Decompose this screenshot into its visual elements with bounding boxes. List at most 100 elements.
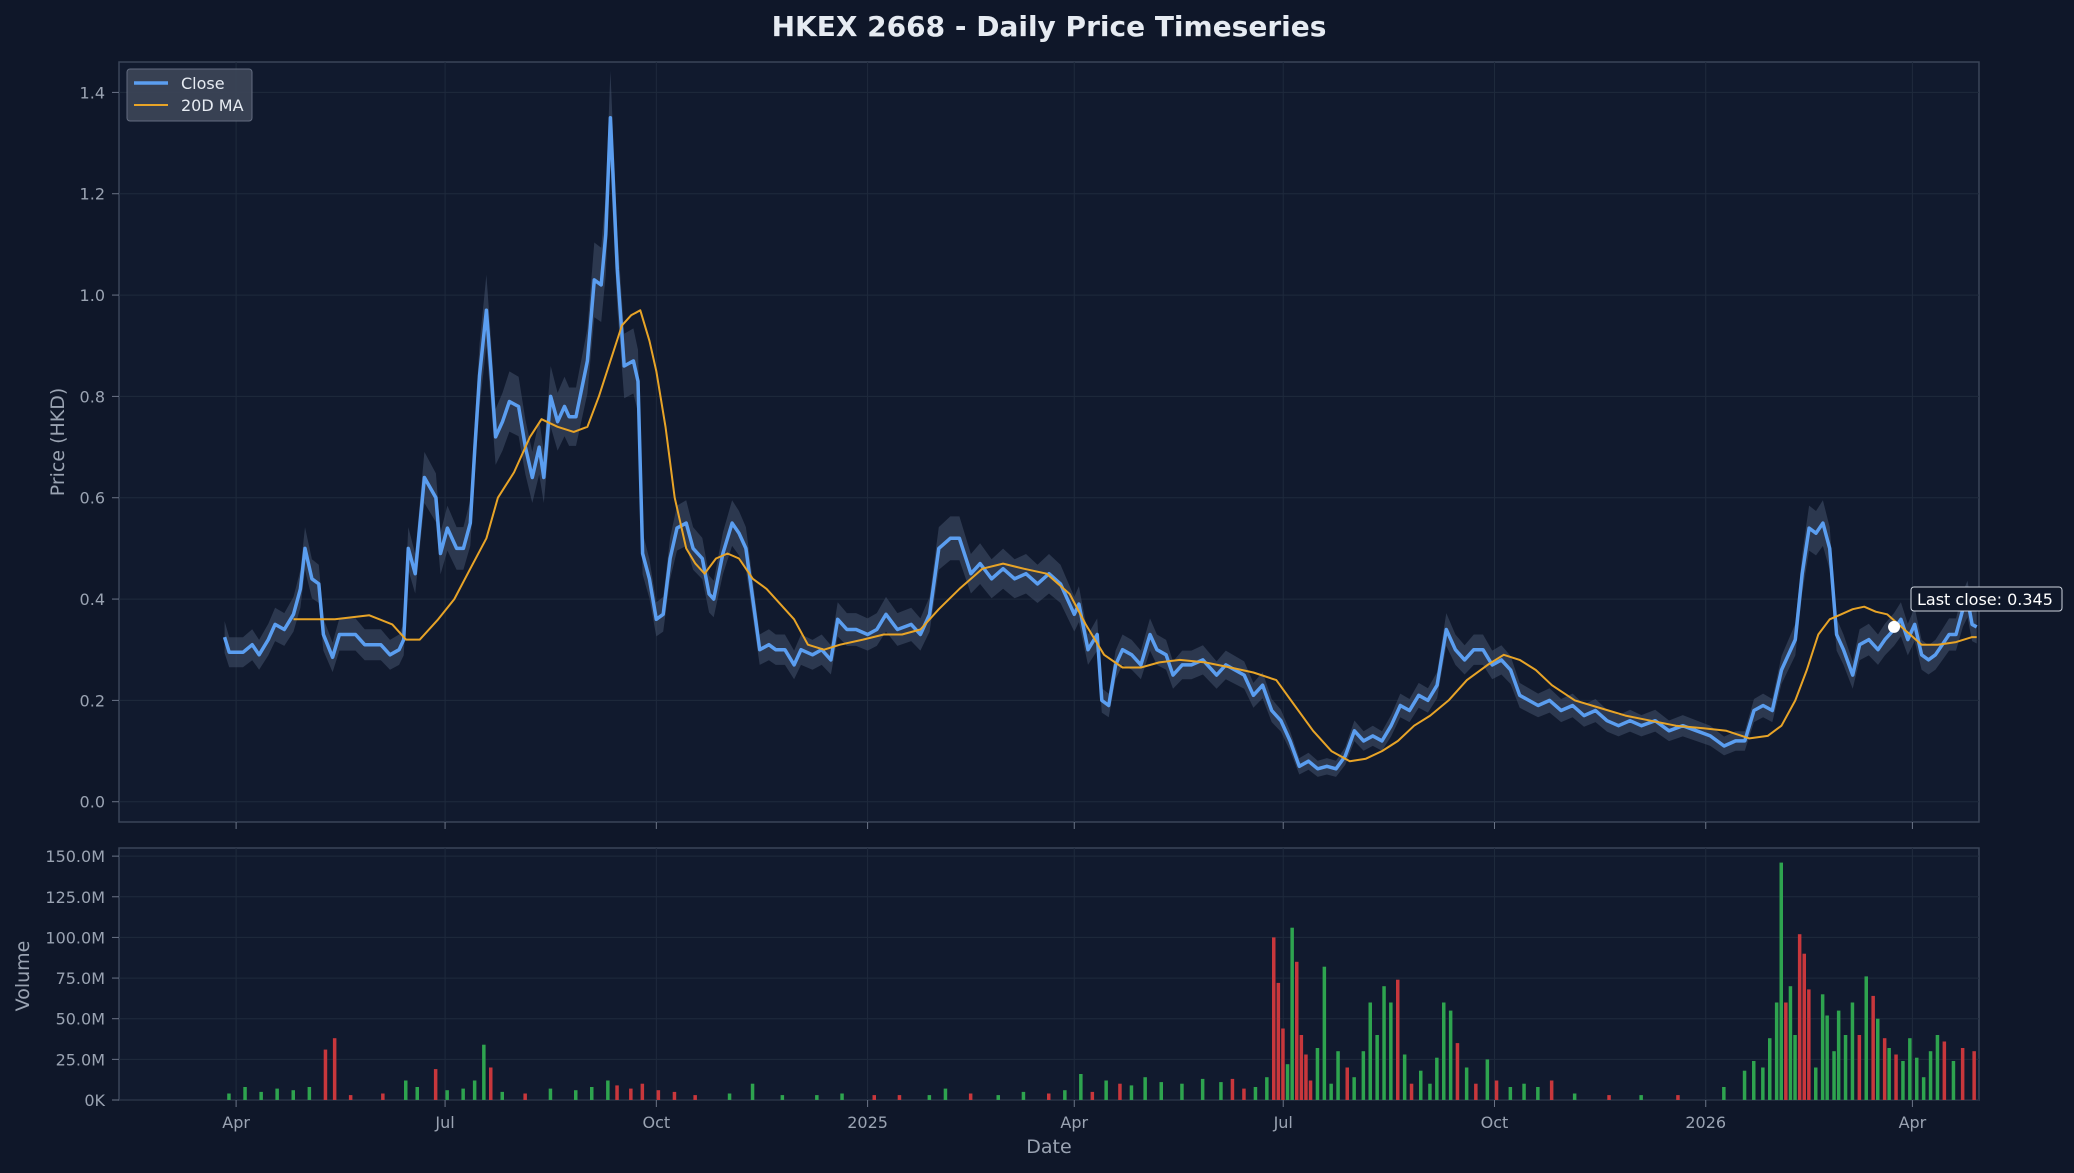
volume-bar bbox=[259, 1091, 263, 1100]
volume-y-tick-label: 150.0M bbox=[45, 847, 105, 866]
volume-bar bbox=[1230, 1078, 1235, 1100]
x-tick-label: Oct bbox=[1481, 1113, 1509, 1132]
volume-bar bbox=[1063, 1090, 1067, 1100]
volume-bar bbox=[640, 1083, 645, 1100]
volume-bar bbox=[415, 1087, 419, 1100]
volume-bar bbox=[872, 1095, 876, 1100]
volume-bar bbox=[291, 1090, 295, 1100]
volume-y-tick-label: 100.0M bbox=[45, 928, 105, 947]
price-y-tick-label: 1.0 bbox=[80, 286, 105, 305]
volume-y-tick-label: 125.0M bbox=[45, 888, 105, 907]
volume-bar bbox=[750, 1083, 755, 1100]
volume-bar bbox=[1485, 1059, 1490, 1100]
volume-bar bbox=[1820, 994, 1825, 1100]
volume-bar bbox=[1389, 1002, 1393, 1100]
volume-bar bbox=[1797, 934, 1802, 1100]
volume-bar bbox=[1836, 1010, 1841, 1100]
volume-bar bbox=[1882, 1038, 1887, 1100]
price-y-tick-label: 0.6 bbox=[80, 489, 105, 508]
volume-bar bbox=[1304, 1054, 1308, 1100]
volume-bar bbox=[1129, 1085, 1134, 1100]
volume-bar bbox=[1021, 1091, 1026, 1100]
volume-bar bbox=[1802, 953, 1806, 1100]
volume-bar bbox=[307, 1087, 312, 1100]
volume-bar bbox=[1419, 1070, 1423, 1100]
volume-bar bbox=[1299, 1035, 1304, 1100]
volume-bar bbox=[1435, 1057, 1439, 1100]
volume-bar bbox=[1352, 1077, 1356, 1100]
volume-bar bbox=[1200, 1078, 1205, 1100]
volume-bar bbox=[1779, 862, 1783, 1100]
volume-bar bbox=[1295, 961, 1299, 1100]
ma-line bbox=[293, 309, 1977, 763]
volume-bar bbox=[615, 1085, 619, 1100]
volume-bar bbox=[1864, 976, 1868, 1100]
volume-bar bbox=[1382, 986, 1386, 1100]
volume-bar bbox=[897, 1095, 902, 1100]
x-tick-label: Jul bbox=[1273, 1113, 1293, 1132]
volume-bar bbox=[1761, 1067, 1765, 1100]
volume-bar bbox=[1090, 1091, 1095, 1100]
last-close-label: Last close: 0.345 bbox=[1917, 590, 2053, 609]
volume-bar bbox=[332, 1038, 337, 1100]
volume-bar bbox=[323, 1049, 328, 1100]
volume-bar bbox=[1409, 1083, 1414, 1100]
volume-bar bbox=[227, 1093, 231, 1100]
volume-bar bbox=[656, 1090, 661, 1100]
volume-bar bbox=[1960, 1048, 1965, 1100]
volume-bar bbox=[1290, 927, 1294, 1100]
volume-bar bbox=[1272, 937, 1276, 1100]
volume-bar bbox=[381, 1093, 385, 1100]
volume-bar bbox=[1180, 1083, 1184, 1100]
volume-bar bbox=[1607, 1095, 1611, 1100]
close-line bbox=[222, 115, 1978, 771]
price-y-ticks: 0.0 0.2 0.4 0.6 0.8 1.0 1.2 1.4 bbox=[80, 83, 119, 812]
volume-bar bbox=[1915, 1057, 1919, 1100]
last-close-annotation: Last close: 0.345 bbox=[1910, 586, 2063, 612]
volume-bar bbox=[672, 1091, 677, 1100]
volume-bar bbox=[1494, 1080, 1499, 1100]
volume-y-ticks: 0K 25.0M 50.0M 75.0M 100.0M 125.0M 150.0M bbox=[45, 847, 119, 1110]
volume-bar bbox=[1788, 986, 1793, 1100]
volume-bar bbox=[548, 1088, 553, 1100]
volume-bar bbox=[1857, 1035, 1862, 1100]
volume-bar bbox=[996, 1095, 1000, 1100]
close-range-band bbox=[224, 70, 1977, 777]
volume-bar bbox=[1329, 1083, 1333, 1100]
volume-bar bbox=[1752, 1061, 1756, 1100]
volume-bar bbox=[693, 1095, 697, 1100]
volume-bar bbox=[1722, 1087, 1726, 1100]
volume-bar bbox=[590, 1087, 594, 1100]
volume-bar bbox=[523, 1093, 527, 1100]
chart-title: HKEX 2668 - Daily Price Timeseries bbox=[772, 10, 1327, 43]
volume-bar bbox=[433, 1069, 438, 1100]
volume-bar bbox=[1079, 1074, 1083, 1100]
price-panel bbox=[118, 61, 1980, 823]
volume-bar bbox=[1549, 1080, 1554, 1100]
volume-y-tick-label: 0K bbox=[84, 1091, 105, 1110]
x-tick-label: 2026 bbox=[1685, 1113, 1726, 1132]
volume-bar bbox=[1871, 995, 1875, 1100]
volume-bar bbox=[1219, 1082, 1223, 1100]
volume-bar bbox=[1361, 1051, 1366, 1100]
volume-bar bbox=[927, 1095, 932, 1100]
volume-bar bbox=[1474, 1083, 1478, 1100]
volume-bar bbox=[574, 1090, 578, 1100]
volume-bar bbox=[1265, 1077, 1269, 1100]
volume-bar bbox=[472, 1080, 477, 1100]
volume-bar bbox=[1572, 1093, 1577, 1100]
volume-bar bbox=[1807, 989, 1811, 1100]
price-y-tick-label: 0.0 bbox=[80, 793, 105, 812]
volume-bar bbox=[500, 1091, 504, 1100]
volume-bar bbox=[1428, 1083, 1432, 1100]
volume-bar bbox=[1464, 1067, 1469, 1100]
volume-bar bbox=[1375, 1035, 1379, 1100]
volume-bar bbox=[1972, 1051, 1976, 1100]
volume-bar bbox=[1742, 1070, 1747, 1100]
price-x-ticks bbox=[235, 822, 1913, 829]
volume-bar bbox=[968, 1093, 973, 1100]
volume-bar bbox=[1676, 1095, 1680, 1100]
x-tick-label: Apr bbox=[1899, 1113, 1927, 1132]
volume-bar bbox=[1908, 1038, 1912, 1100]
